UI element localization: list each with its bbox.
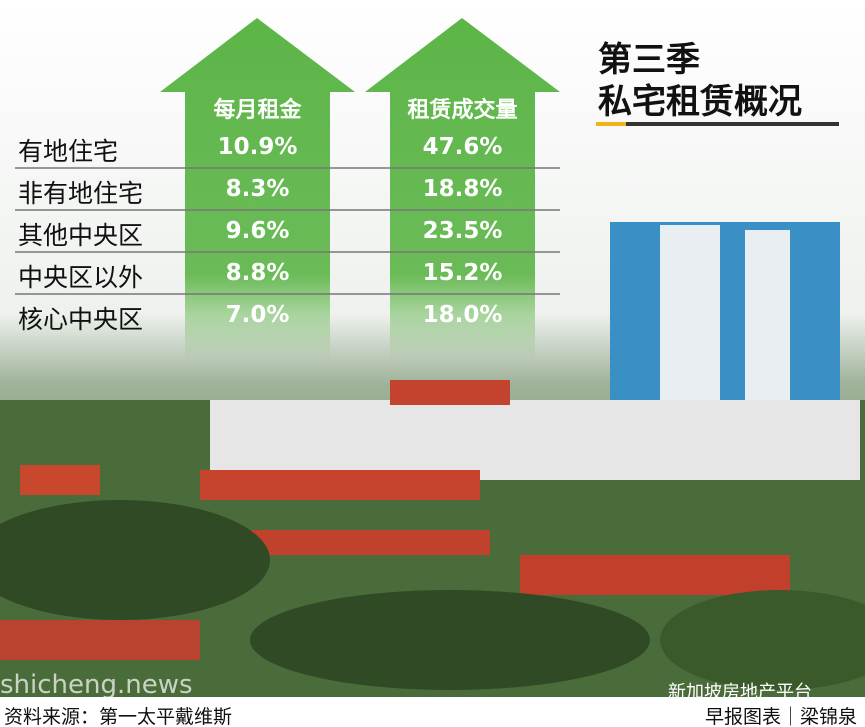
row-label: 有地住宅 [18,137,119,166]
cell: 18.8% [422,176,503,202]
row-label: 非有地住宅 [18,179,144,208]
cell: 7.0% [225,302,290,328]
cell: 8.3% [225,176,290,202]
cell: 18.0% [422,302,503,328]
row-label: 其他中央区 [18,221,144,250]
cell: 15.2% [422,260,503,286]
cell: 9.6% [225,218,290,244]
row-label: 核心中央区 [18,305,144,334]
cell: 23.5% [422,218,503,244]
watermark: 新加坡房地产平台 [668,682,812,703]
credit: 早报图表｜梁锦泉 [704,706,857,727]
column-header: 每月租金 [213,98,302,123]
row-label: 中央区以外 [18,263,144,292]
title: 私宅租赁概况 [598,82,802,122]
watermark: shicheng.news [0,670,193,700]
cell: 8.8% [225,260,290,286]
cell: 47.6% [422,134,503,160]
title: 第三季 [598,40,700,80]
source: 资料来源：第一太平戴维斯 [4,706,233,727]
cell: 10.9% [217,134,298,160]
column-header: 租赁成交量 [407,98,518,123]
